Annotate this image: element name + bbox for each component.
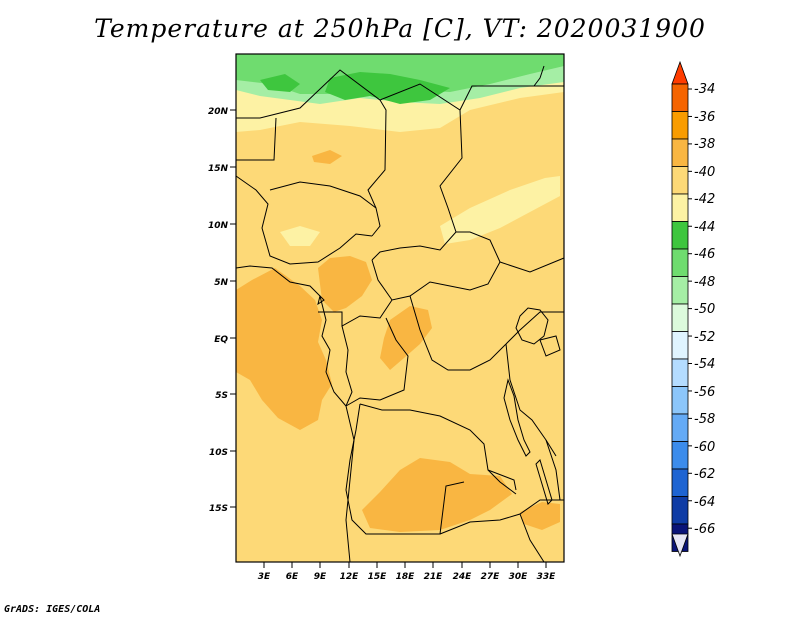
river-line (533, 65, 545, 87)
colorbar-label: -40 (694, 165, 715, 180)
colorbar-swatch (671, 248, 689, 277)
colorbar-bottom-arrow (671, 533, 689, 558)
country-borders (235, 69, 565, 563)
orange-region-north (318, 256, 372, 312)
x-tick-label: 33E (537, 572, 557, 582)
colorbar-swatch (671, 386, 689, 415)
x-tick-label: 30E (509, 572, 529, 582)
colorbar-label: -62 (694, 467, 715, 482)
x-axis: 3E 6E 9E 12E 15E 18E 21E 24E 27E 30E 33E (258, 562, 556, 582)
orange-region-southeast (520, 502, 560, 530)
coastline (235, 265, 355, 563)
x-tick-label: 12E (340, 572, 360, 582)
x-tick-label: 24E (453, 572, 473, 582)
colorbar-label: -44 (694, 220, 715, 235)
x-tick-label: 27E (481, 572, 501, 582)
footer-credit: GrADS: IGES/COLA (4, 604, 101, 615)
colorbar-swatch (671, 303, 689, 332)
x-tick-label: 6E (286, 572, 299, 582)
colorbar-swatch (671, 221, 689, 250)
colorbar-swatch (671, 441, 689, 470)
colorbar-label: -38 (694, 137, 715, 152)
colorbar-swatch (671, 138, 689, 167)
colorbar-top-arrow (671, 60, 689, 85)
map-frame (235, 53, 565, 563)
x-tick-label: 9E (314, 572, 327, 582)
y-tick-label: 15N (208, 164, 229, 174)
colorbar-label: -50 (694, 302, 715, 317)
colorbar-label: -42 (694, 192, 715, 207)
map-panel: 20N 15N 10N 5N EQ 5S 10S 15S 3E 6E 9E 12… (208, 53, 565, 582)
colorbar-label: -56 (694, 385, 715, 400)
colorbar-swatch (671, 496, 689, 525)
colorbar-swatch (671, 193, 689, 222)
colorbar-label: -58 (694, 412, 715, 427)
y-tick-label: 5N (214, 278, 228, 288)
colorbar-label: -52 (694, 330, 715, 345)
colorbar-swatch (671, 358, 689, 387)
x-tick-label: 3E (258, 572, 271, 582)
green-region (236, 54, 564, 94)
pale-yellow-patch (280, 226, 320, 246)
pale-yellow-patch (440, 176, 560, 244)
colorbar-label: -64 (694, 495, 715, 510)
colorbar-label: -66 (694, 522, 715, 537)
chart-title: Temperature at 250hPa [C], VT: 202003190… (94, 14, 706, 43)
colorbar-label: -60 (694, 440, 715, 455)
orange-region-west (236, 268, 332, 430)
x-tick-label: 21E (424, 572, 444, 582)
colorbar-swatch (671, 468, 689, 497)
colorbar-swatch (671, 111, 689, 140)
colorbar-swatch (671, 166, 689, 195)
colorbar-swatch (671, 413, 689, 442)
colorbar-label: -46 (694, 247, 715, 262)
orange-region-south (362, 458, 512, 532)
y-tick-label: 5S (215, 391, 228, 401)
green-dark-region (260, 74, 300, 92)
green-dark-region (325, 72, 450, 104)
x-tick-label: 15E (368, 572, 388, 582)
orange-patch (312, 150, 342, 164)
colorbar-label: -34 (694, 82, 715, 97)
y-tick-label: EQ (214, 335, 228, 345)
y-axis: 20N 15N 10N 5N EQ 5S 10S 15S (208, 107, 236, 514)
y-tick-label: 10S (209, 448, 228, 458)
y-tick-label: 10N (208, 221, 229, 231)
colorbar-swatch (671, 83, 689, 112)
colorbar-swatch (671, 331, 689, 360)
colorbar-label: -54 (694, 357, 715, 372)
y-tick-label: 15S (209, 504, 228, 514)
lakes (503, 307, 561, 505)
x-tick-label: 18E (396, 572, 416, 582)
colorbar-swatch (671, 276, 689, 305)
orange-region-congo (380, 306, 432, 370)
y-tick-label: 20N (208, 107, 229, 117)
colorbar-label: -48 (694, 275, 715, 290)
colorbar-label: -36 (694, 110, 715, 125)
colorbar: -34 -36 -38 -40 -42 -44 -46 -48 -50 -52 … (671, 60, 715, 558)
